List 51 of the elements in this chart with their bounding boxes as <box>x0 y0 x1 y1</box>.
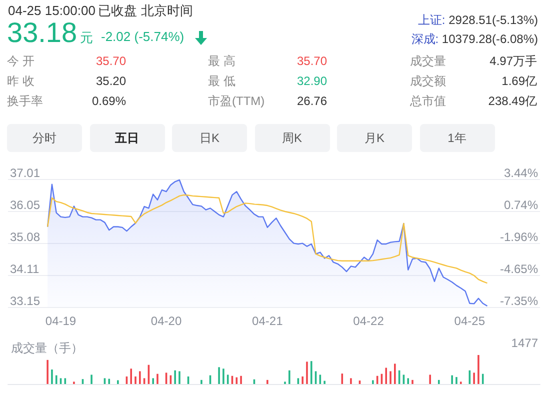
text: 成交额 <box>410 73 446 89</box>
y-tick-label: 34.11 <box>10 262 40 276</box>
chart-title: 成交量（手） <box>11 341 83 355</box>
y-tick-label: 33.15 <box>10 294 40 308</box>
text: 04-25 15:00:00 <box>8 3 96 19</box>
y-tick-label: 37.01 <box>10 166 40 180</box>
text: 33.18 <box>7 17 78 48</box>
text: 上证: <box>418 13 446 27</box>
text: 成交量 <box>410 53 446 69</box>
y2-tick-label: -4.65% <box>500 262 538 276</box>
y2-tick-label: -7.35% <box>500 294 538 308</box>
text: 周K <box>254 124 330 152</box>
text: 0.69% <box>92 94 126 108</box>
text: 已收盘 <box>98 3 137 19</box>
text: 北京时间 <box>141 3 193 19</box>
text: 2928.51(-5.13%) <box>448 13 538 27</box>
text: 26.76 <box>296 94 327 108</box>
text: 35.70 <box>96 54 126 68</box>
x-tick-label: 04-20 <box>150 314 182 328</box>
x-tick-label: 04-19 <box>45 314 76 328</box>
text: 总市值 <box>410 93 446 109</box>
text: 元 <box>80 30 93 46</box>
text: 今 开 <box>7 53 34 69</box>
y2-tick-label: 0.74% <box>504 198 538 212</box>
text: 分时 <box>7 124 82 152</box>
text: 32.90 <box>296 74 327 88</box>
text: 市盈(TTM) <box>208 93 265 109</box>
text: -2.02 (-5.74%) <box>101 29 184 45</box>
text: 昨 收 <box>7 73 34 89</box>
text: 35.70 <box>296 54 327 68</box>
text: 10379.28(-6.08%) <box>440 32 538 46</box>
text: 238.49亿 <box>488 94 537 108</box>
text: 1477 <box>511 336 538 350</box>
y2-tick-label: 3.44% <box>504 166 538 180</box>
y-tick-label: 36.05 <box>10 198 40 212</box>
text: 五日 <box>90 124 164 152</box>
y-tick-label: 35.08 <box>10 230 40 244</box>
x-tick-label: 04-22 <box>353 314 384 328</box>
x-tick-label: 04-25 <box>454 314 486 328</box>
text: 1.69亿 <box>502 74 537 88</box>
text: 最 低 <box>208 73 236 89</box>
text: 月K <box>337 124 412 152</box>
x-tick-label: 04-21 <box>252 314 284 328</box>
text: 日K <box>172 124 247 152</box>
text: 深成: <box>411 32 439 46</box>
text: 换手率 <box>7 93 43 109</box>
text: 4.97万手 <box>490 54 537 68</box>
text: 35.20 <box>96 74 126 88</box>
y2-tick-label: -1.96% <box>500 230 538 244</box>
text: 最 高 <box>208 53 236 69</box>
text: 1年 <box>420 124 494 152</box>
